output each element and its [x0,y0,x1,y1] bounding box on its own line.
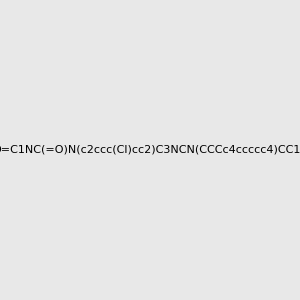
Text: O=C1NC(=O)N(c2ccc(Cl)cc2)C3NCN(CCCc4ccccc4)CC13: O=C1NC(=O)N(c2ccc(Cl)cc2)C3NCN(CCCc4cccc… [0,145,300,155]
